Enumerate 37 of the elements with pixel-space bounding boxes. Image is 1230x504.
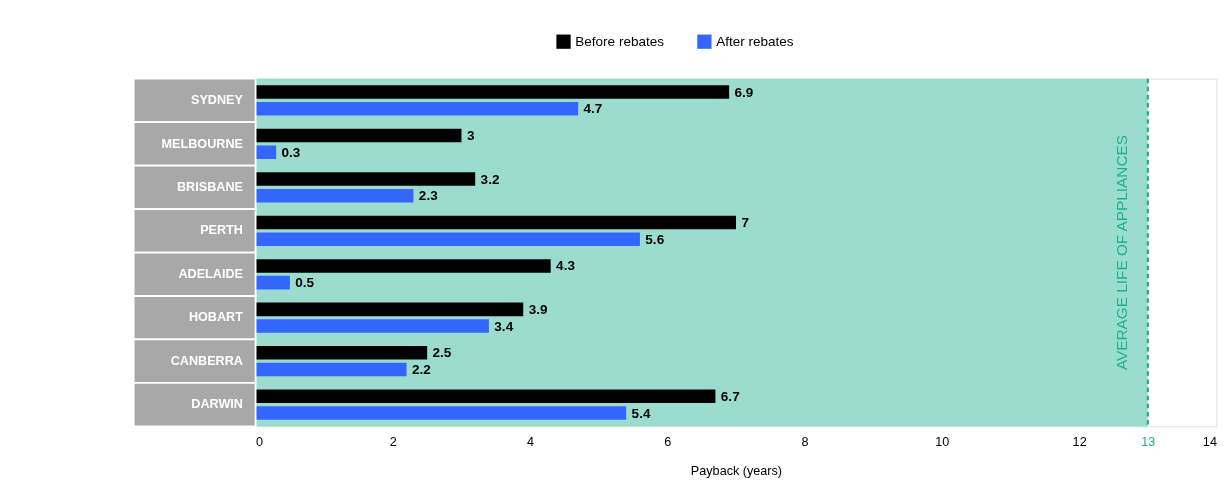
data-label: 4.3 [556,258,576,274]
y-tick-label: CANBERRA [170,353,243,368]
ref-line-label: AVERAGE LIFE OF APPLIANCES [1113,135,1131,371]
y-tick-label: MELBOURNE [161,136,243,151]
legend-label: After rebates [716,34,794,50]
x-tick-label: 6 [664,434,672,449]
data-label: 0.5 [295,275,315,291]
data-label: 6.9 [734,84,754,100]
y-tick-label: BRISBANE [176,179,243,194]
x-tick-label: 4 [527,434,535,449]
data-label: 3.2 [480,171,500,187]
y-tick-label: DARWIN [191,397,243,412]
y-tick-label: SYDNEY [191,93,244,108]
data-label: 4.7 [583,101,603,117]
x-axis-title: Payback (years) [690,463,783,478]
data-label: 5.4 [631,405,651,421]
data-label: 7 [741,214,749,230]
x-tick-label: 13 [1141,434,1156,449]
y-tick-label: HOBART [188,310,244,325]
legend-label: Before rebates [575,34,665,50]
x-tick-label: 8 [801,434,809,449]
x-tick-label: 0 [256,434,264,449]
x-tick-label: 10 [935,434,950,449]
data-label: 3.9 [528,301,548,317]
x-tick-label: 12 [1072,434,1087,449]
data-label: 6.7 [720,388,740,404]
x-tick-label: 14 [1202,434,1217,449]
data-label: 0.3 [281,144,301,160]
data-label: 5.6 [645,231,665,247]
y-tick-label: PERTH [200,223,243,238]
data-label: 2.2 [411,362,431,378]
x-tick-label: 2 [389,434,397,449]
data-label: 2.3 [418,188,439,204]
data-label: 3.4 [494,318,514,334]
y-tick-label: ADELAIDE [178,266,243,281]
data-label: 2.5 [432,345,452,361]
data-label: 3 [466,128,475,144]
